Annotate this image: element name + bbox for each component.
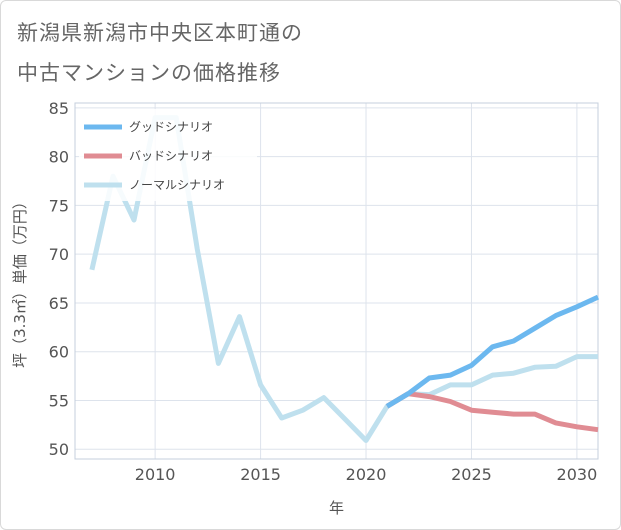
series-line-1 — [385, 391, 599, 433]
x-axis-ticks: 2010 2015 2020 2025 2030 — [135, 465, 597, 484]
y-tick-label: 55 — [49, 391, 69, 410]
legend-label: バッドシナリオ — [129, 149, 213, 163]
y-tick-label: 50 — [49, 440, 69, 459]
y-tick-label: 85 — [49, 99, 69, 118]
y-axis-label: 坪（3.3㎡）単価（万円） — [11, 194, 29, 368]
y-tick-label: 75 — [49, 196, 69, 215]
legend-label: グッドシナリオ — [129, 120, 213, 134]
x-tick-label: 2025 — [451, 465, 492, 484]
y-tick-label: 80 — [49, 148, 69, 167]
y-axis-ticks: 50 55 60 65 70 75 80 85 — [49, 99, 69, 459]
grid — [75, 103, 598, 459]
series-line-0 — [385, 294, 600, 409]
chart-title-line-2: 中古マンションの価格推移 — [17, 61, 281, 85]
y-tick-label: 65 — [49, 294, 69, 313]
x-tick-label: 2015 — [240, 465, 281, 484]
plot-frame — [74, 102, 599, 460]
y-tick-label: 70 — [49, 245, 69, 264]
legend-label: ノーマルシナリオ — [129, 178, 225, 192]
x-tick-label: 2010 — [135, 465, 176, 484]
x-tick-label: 2030 — [557, 465, 598, 484]
y-tick-label: 60 — [49, 343, 69, 362]
x-axis-label: 年 — [329, 499, 344, 517]
chart-title-line-1: 新潟県新潟市中央区本町通の — [17, 21, 303, 45]
x-tick-label: 2020 — [346, 465, 387, 484]
